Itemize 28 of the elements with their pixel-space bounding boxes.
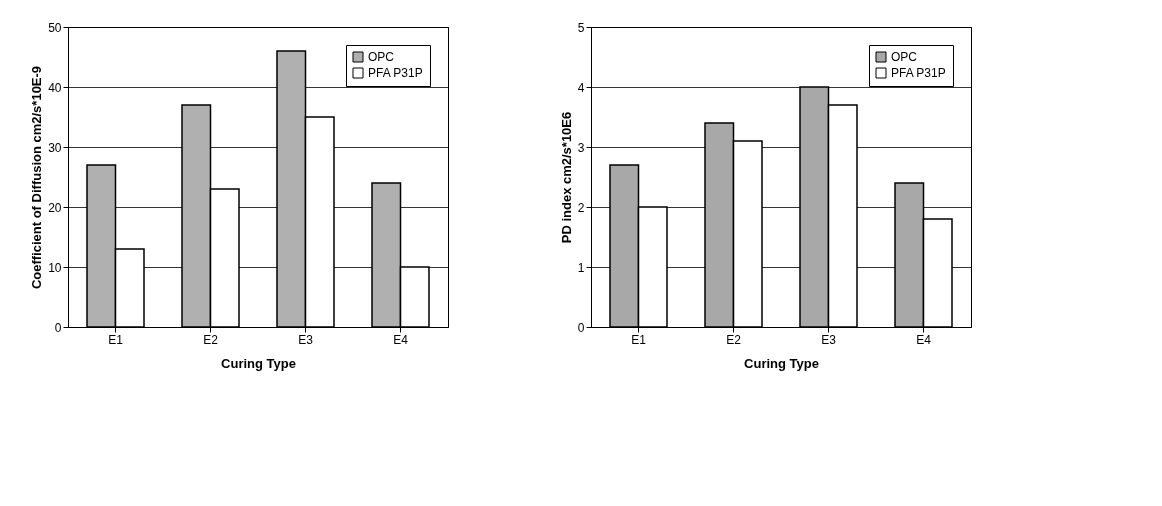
y-tick-label: 3 (577, 140, 585, 155)
legend-label: PFA P31P (368, 66, 423, 80)
x-tick-label: E3 (821, 332, 837, 347)
y-tick-label: 0 (54, 320, 62, 335)
y-tick-label: 30 (48, 140, 62, 155)
y-tick-label: 4 (577, 80, 585, 95)
y-axis-title: PD index cm2/s*10E6 (558, 111, 574, 244)
y-tick-label: 2 (577, 200, 585, 215)
legend-label: OPC (368, 50, 395, 64)
x-axis-title: Curing Type (744, 355, 819, 371)
x-tick-label: E2 (203, 332, 219, 347)
legend-label: PFA P31P (891, 66, 946, 80)
x-tick-label: E1 (108, 332, 124, 347)
y-tick-label: 1 (577, 260, 585, 275)
x-tick-label: E2 (726, 332, 742, 347)
y-tick-label: 50 (48, 20, 62, 35)
y-tick-label: 10 (48, 260, 62, 275)
legend-label: OPC (891, 50, 918, 64)
x-tick-label: E1 (631, 332, 647, 347)
x-tick-label: E4 (393, 332, 409, 347)
x-axis-title: Curing Type (221, 355, 296, 371)
y-tick-label: 40 (48, 80, 62, 95)
y-tick-label: 5 (577, 20, 585, 35)
x-tick-label: E3 (298, 332, 314, 347)
y-tick-label: 20 (48, 200, 62, 215)
y-axis-title: Coefficient of Diffusion cm2/s*10E-9 (29, 65, 45, 290)
x-tick-label: E4 (916, 332, 932, 347)
y-tick-label: 0 (577, 320, 585, 335)
